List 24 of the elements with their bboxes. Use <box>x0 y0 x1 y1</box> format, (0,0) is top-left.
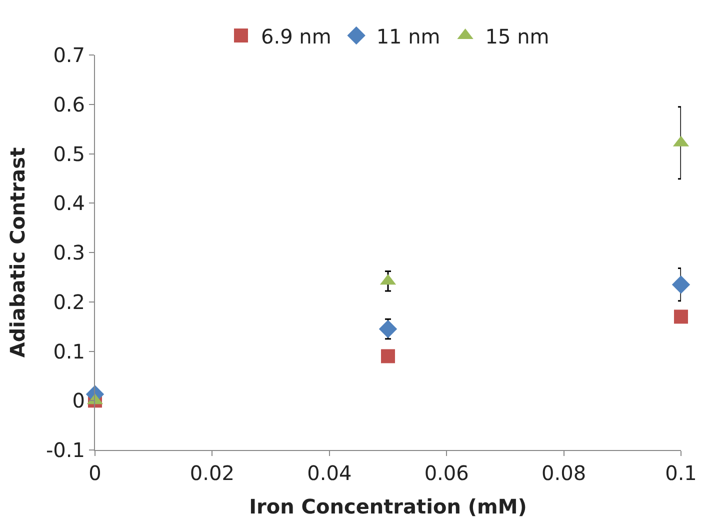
y-tick-label: -0.1 <box>46 438 85 462</box>
y-tick-label: 0.7 <box>53 43 85 67</box>
y-tick-label: 0.2 <box>53 290 85 314</box>
x-tick-label: 0.04 <box>307 461 352 485</box>
x-tick-label: 0.06 <box>424 461 469 485</box>
y-tick-label: 0.1 <box>53 339 85 364</box>
x-tick-label: 0 <box>88 461 102 485</box>
point <box>672 275 690 294</box>
x-tick-label: 0.02 <box>190 461 234 485</box>
y-tick-label: 0 <box>72 388 85 413</box>
point <box>378 320 398 338</box>
y-tick-label: 0.3 <box>53 240 85 264</box>
point <box>674 310 688 324</box>
y-tick-label: 0.5 <box>53 142 85 166</box>
y-axis-title: Adiabatic Contrast <box>5 146 30 358</box>
y-tick-label: 0.6 <box>53 92 85 116</box>
x-axis-title: Iron Concentration (mM) <box>249 494 527 518</box>
x-tick-label: 0.08 <box>542 461 586 485</box>
legend-label: 6.9 nm <box>261 24 332 48</box>
y-tick-label: 0.4 <box>53 191 85 216</box>
point <box>381 349 395 364</box>
legend-label: 15 nm <box>485 24 550 48</box>
legend-label: 11 nm <box>376 24 440 48</box>
x-tick-label: 0.1 <box>665 461 697 485</box>
